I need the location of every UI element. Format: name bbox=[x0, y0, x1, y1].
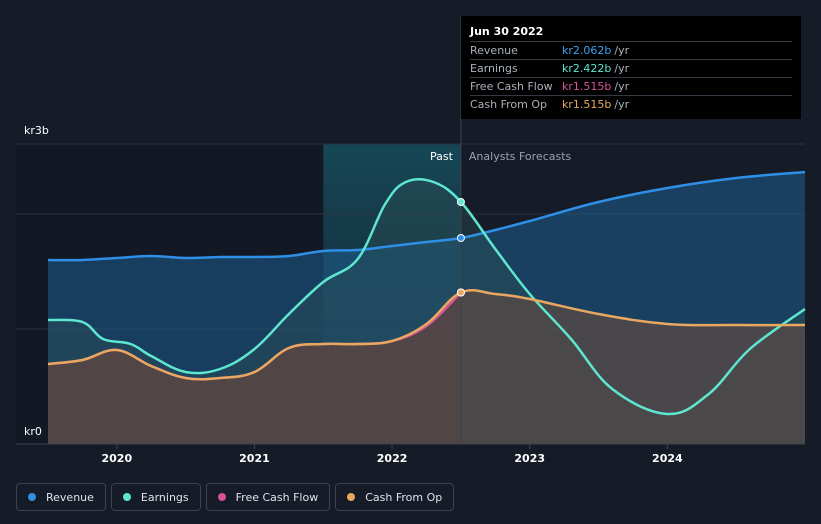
legend-dot bbox=[217, 493, 226, 501]
cash-from-op-line bbox=[47, 289, 806, 381]
tooltip-value: kr2.422b bbox=[562, 62, 612, 75]
y-axis-top-label: kr3b bbox=[24, 124, 49, 137]
legend-item-free-cash-flow[interactable]: Free Cash Flow bbox=[205, 483, 331, 511]
tooltip: Jun 30 2022 Revenue kr2.062b/yr Earnings… bbox=[461, 16, 801, 119]
past-label: Past bbox=[430, 150, 454, 163]
revenue-marker bbox=[456, 234, 465, 242]
tooltip-row-fcf: Free Cash Flow kr1.515b/yr bbox=[470, 78, 792, 96]
cash-from-op-area bbox=[48, 290, 805, 444]
tooltip-row-earnings: Earnings kr2.422b/yr bbox=[470, 60, 792, 78]
legend-label: Earnings bbox=[140, 490, 189, 504]
tooltip-row-cfo: Cash From Op kr1.515b/yr bbox=[470, 96, 792, 113]
legend-label: Revenue bbox=[46, 490, 94, 504]
tooltip-unit: /yr bbox=[614, 62, 630, 75]
tooltip-date: Jun 30 2022 bbox=[470, 24, 792, 42]
y-axis-bottom-label: kr0 bbox=[24, 425, 42, 438]
x-tick-label: 2023 bbox=[514, 452, 545, 465]
legend-label: Cash From Op bbox=[365, 490, 443, 504]
legend-dot bbox=[28, 493, 36, 501]
tooltip-label: Cash From Op bbox=[470, 98, 548, 111]
forecast-label: Analysts Forecasts bbox=[469, 150, 572, 163]
tooltip-value-wrap: kr1.515b/yr bbox=[562, 78, 629, 95]
tooltip-label: Earnings bbox=[470, 62, 518, 75]
legend-dot bbox=[122, 493, 131, 501]
x-tick-label: 2024 bbox=[652, 452, 683, 465]
tooltip-value-wrap: kr2.062b/yr bbox=[562, 42, 629, 59]
legend-label: Free Cash Flow bbox=[235, 490, 319, 504]
tooltip-unit: /yr bbox=[614, 98, 630, 111]
tooltip-value-wrap: kr1.515b/yr bbox=[562, 96, 629, 113]
tooltip-value: kr2.062b bbox=[562, 44, 612, 57]
tooltip-label: Revenue bbox=[470, 44, 518, 57]
cash-from-op-marker bbox=[456, 288, 465, 297]
legend-item-revenue[interactable]: Revenue bbox=[16, 483, 106, 511]
earnings-marker bbox=[456, 198, 465, 206]
tooltip-unit: /yr bbox=[614, 80, 630, 93]
legend-item-cash-from-op[interactable]: Cash From Op bbox=[335, 483, 455, 511]
tooltip-value-wrap: kr2.422b/yr bbox=[562, 60, 629, 77]
tooltip-unit: /yr bbox=[614, 44, 630, 57]
tooltip-label: Free Cash Flow bbox=[470, 80, 553, 93]
legend: Revenue Earnings Free Cash Flow Cash Fro… bbox=[16, 483, 459, 511]
legend-dot bbox=[347, 493, 356, 501]
x-tick-label: 2021 bbox=[239, 452, 270, 465]
legend-item-earnings[interactable]: Earnings bbox=[110, 483, 201, 511]
tooltip-row-revenue: Revenue kr2.062b/yr bbox=[470, 42, 792, 60]
tooltip-value: kr1.515b bbox=[562, 98, 612, 111]
x-tick-label: 2020 bbox=[102, 452, 133, 465]
tooltip-value: kr1.515b bbox=[562, 80, 612, 93]
earnings-line bbox=[47, 177, 806, 416]
x-tick-label: 2022 bbox=[377, 452, 408, 465]
